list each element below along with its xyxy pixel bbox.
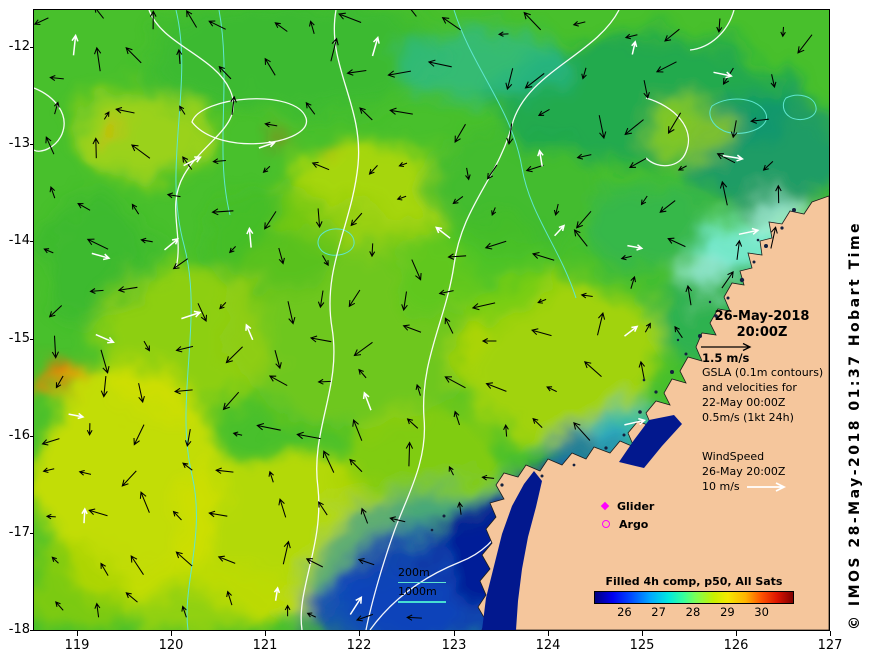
gsla-info: GSLA (0.1m contours) and velocities for … <box>702 365 823 425</box>
land <box>430 195 829 630</box>
gsla-line: GSLA (0.1m contours) <box>702 366 824 379</box>
argo-marker-icon <box>602 520 610 528</box>
depth-200-label: 200m <box>398 566 430 579</box>
wind-line: 26-May 20:00Z <box>702 465 786 478</box>
gsla-line: 22-May 00:00Z <box>702 396 786 409</box>
gsla-contours <box>34 10 735 630</box>
wind-info: WindSpeed 26-May 20:00Z 10 m/s <box>702 449 792 494</box>
x-tick-label: 123 <box>434 631 474 653</box>
x-tick-label: 125 <box>622 631 662 653</box>
glider-label: Glider <box>617 499 655 513</box>
x-tick-label: 127 <box>810 631 850 653</box>
colorbar-tick: 28 <box>685 605 701 619</box>
colorbar-tick: 27 <box>651 605 666 619</box>
x-tick-label: 121 <box>245 631 285 653</box>
copyright-vertical: © IMOS 28-May-2018 01:37 Hobart Time <box>847 220 863 630</box>
y-tick-label: -17 <box>1 526 34 540</box>
islands <box>430 208 796 532</box>
colorbar-tick: 29 <box>720 605 735 619</box>
depth-1000-label: 1000m <box>398 585 437 598</box>
wind-arrows <box>68 33 760 615</box>
bathymetry-contours <box>175 10 817 630</box>
bathymetry-legend: 200m 1000m <box>398 567 446 603</box>
platform-legend: Glider Argo <box>600 497 655 533</box>
glider-marker-icon <box>600 501 610 511</box>
glider-legend-row: Glider <box>600 497 655 515</box>
datetime-stamp: 26-May-2018 20:00Z <box>692 309 832 341</box>
datetime-time: 20:00Z <box>736 325 788 340</box>
current-scale-label: 1.5 m/s <box>702 351 750 365</box>
colorbar-tick: 30 <box>754 605 769 619</box>
colorbar-gradient <box>594 591 794 604</box>
x-tick-label: 122 <box>339 631 379 653</box>
contour-200m-line <box>398 582 446 583</box>
datetime-date: 26-May-2018 <box>714 309 810 324</box>
x-tick-label: 126 <box>716 631 756 653</box>
x-tick-label: 120 <box>151 631 191 653</box>
y-tick-label: -16 <box>1 429 34 443</box>
gsla-line: and velocities for <box>702 381 797 394</box>
map-canvas <box>34 10 829 630</box>
y-tick-label: -13 <box>1 137 34 151</box>
current-arrows <box>34 10 813 622</box>
wind-scale-label: 10 m/s <box>702 480 740 493</box>
y-tick-label: -15 <box>1 332 34 346</box>
argo-legend-row: Argo <box>602 515 654 533</box>
wind-line: WindSpeed <box>702 450 765 463</box>
y-tick-label: -18 <box>1 623 34 637</box>
gsla-line: 0.5m/s (1kt 24h) <box>702 411 794 424</box>
contour-1000m-line <box>398 601 446 603</box>
y-tick-label: -12 <box>1 40 34 54</box>
wind-scale-arrow-icon <box>746 481 786 492</box>
colorbar-ticks: 26 27 28 29 30 <box>594 604 794 619</box>
coastal-inlet <box>619 415 682 468</box>
x-tick-label: 119 <box>57 631 97 653</box>
colorbar-tick: 26 <box>617 605 632 619</box>
x-tick-label: 124 <box>528 631 568 653</box>
king-sound-inlet <box>482 471 542 630</box>
current-scale-arrow-icon <box>701 342 752 352</box>
y-tick-label: -14 <box>1 234 34 248</box>
colorbar-title: Filled 4h comp, p50, All Sats <box>605 575 783 588</box>
colorbar: Filled 4h comp, p50, All Sats 26 27 28 2… <box>594 575 794 619</box>
argo-label: Argo <box>619 517 649 531</box>
map-plot-area <box>33 9 830 631</box>
